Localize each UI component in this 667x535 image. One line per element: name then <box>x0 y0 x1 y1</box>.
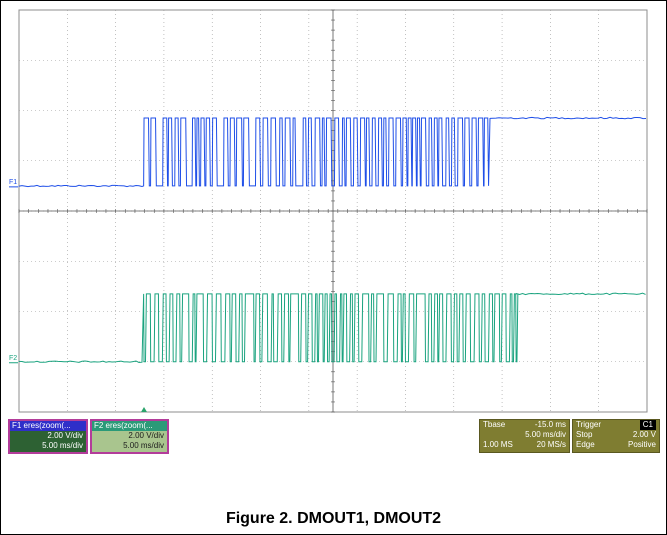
channel-f1-title: F1 eres(zoom(... <box>10 421 86 431</box>
f1-waveform <box>18 116 647 188</box>
trigger-slope: Positive <box>627 440 656 449</box>
trigger-type: Edge <box>576 440 595 449</box>
waveform-traces <box>18 116 647 363</box>
f1-trace-label: F1 <box>9 179 17 186</box>
timebase-offset: -15.0 ms <box>534 420 566 429</box>
timebase-title: Tbase <box>483 420 506 429</box>
timebase-points: 1.00 MS <box>483 440 513 449</box>
trigger-title: Trigger <box>576 420 602 429</box>
trigger-level: 2.00 V <box>632 430 656 439</box>
channel-f2-scale: 2.00 V/div <box>128 431 164 440</box>
trigger-panel[interactable]: Trigger C1 Stop 2.00 V Edge Positive <box>572 419 660 453</box>
channel-f2-panel[interactable]: F2 eres(zoom(... 2.00 V/div 5.00 ms/div <box>90 419 169 454</box>
timebase-rate: 20 MS/s <box>536 440 566 449</box>
f2-waveform <box>18 292 646 363</box>
timebase-panel[interactable]: Tbase -15.0 ms 5.00 ms/div 1.00 MS 20 MS… <box>479 419 570 453</box>
channel-f1-scale: 2.00 V/div <box>47 431 83 440</box>
trigger-channel-badge: C1 <box>639 420 656 430</box>
f2-trace-label: F2 <box>9 355 17 362</box>
channel-f2-title: F2 eres(zoom(... <box>92 421 167 431</box>
figure-caption: Figure 2. DMOUT1, DMOUT2 <box>225 510 442 527</box>
trace-labels: F1 F2 <box>9 179 18 364</box>
timebase-time-div: 5.00 ms/div <box>525 430 566 439</box>
channel-f1-panel[interactable]: F1 eres(zoom(... 2.00 V/div 5.00 ms/div <box>8 419 88 454</box>
channel-f1-time: 5.00 ms/div <box>42 441 83 450</box>
trigger-mode: Stop <box>576 430 593 439</box>
channel-f2-time: 5.00 ms/div <box>123 441 164 450</box>
trigger-marker <box>141 407 147 412</box>
